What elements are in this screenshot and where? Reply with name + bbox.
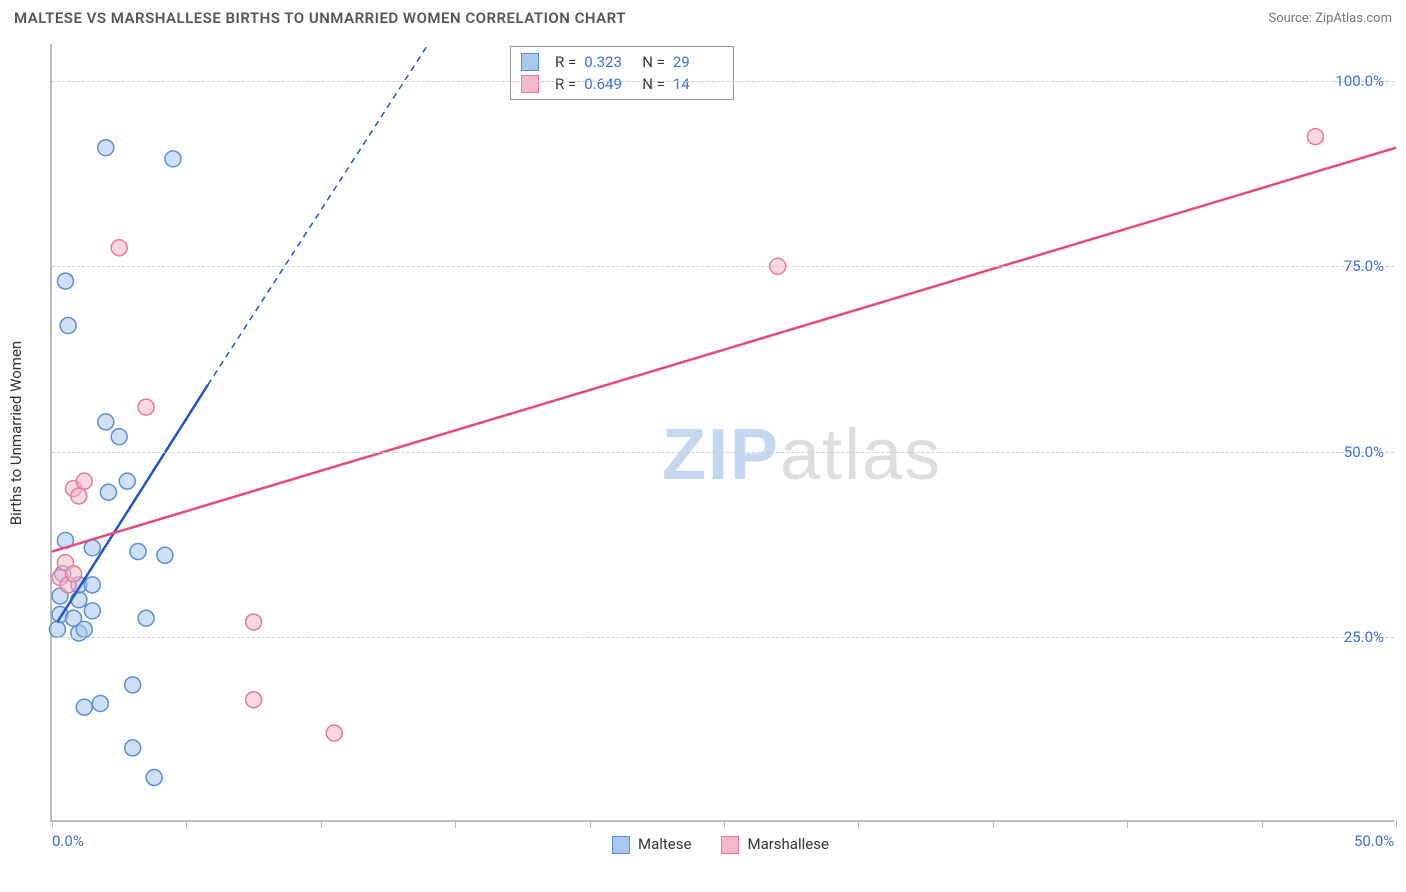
data-point <box>76 621 92 637</box>
swatch-maltese <box>612 836 630 854</box>
grid-line <box>52 266 1394 267</box>
n-value: 14 <box>673 75 723 93</box>
x-tick <box>321 820 322 828</box>
data-point <box>246 692 262 708</box>
x-tick <box>993 820 994 828</box>
stats-legend: R = 0.323 N = 29 R = 0.649 N = 14 <box>510 46 734 100</box>
data-point <box>246 614 262 630</box>
n-value: 29 <box>673 53 723 71</box>
title-bar: MALTESE VS MARSHALLESE BIRTHS TO UNMARRI… <box>0 0 1406 36</box>
swatch-icon <box>521 53 539 71</box>
swatch-icon <box>521 75 539 93</box>
r-value: 0.649 <box>584 75 634 93</box>
legend-item-marshallese: Marshallese <box>721 835 828 854</box>
data-point <box>98 140 114 156</box>
data-point <box>146 770 162 786</box>
data-point <box>125 740 141 756</box>
data-point <box>98 414 114 430</box>
r-label: R = <box>555 53 576 71</box>
data-point <box>49 621 65 637</box>
source-label: Source: ZipAtlas.com <box>1268 11 1392 26</box>
data-point <box>125 677 141 693</box>
data-point <box>84 577 100 593</box>
data-point <box>165 151 181 167</box>
data-point <box>138 399 154 415</box>
grid-line <box>52 81 1394 82</box>
x-tick <box>1127 820 1128 828</box>
data-point <box>76 699 92 715</box>
y-tick-label: 50.0% <box>1344 443 1384 461</box>
grid-line <box>52 452 1394 453</box>
data-point <box>326 725 342 741</box>
data-point <box>71 592 87 608</box>
data-point <box>66 566 82 582</box>
trend-line <box>208 44 428 385</box>
x-tick-label: 50.0% <box>1354 832 1394 850</box>
x-tick-label: 0.0% <box>52 832 84 850</box>
data-point <box>130 544 146 560</box>
legend-label-marshallese: Marshallese <box>747 835 828 853</box>
x-tick <box>1396 820 1397 828</box>
data-point <box>71 488 87 504</box>
swatch-marshallese <box>721 836 739 854</box>
chart-container: MALTESE VS MARSHALLESE BIRTHS TO UNMARRI… <box>0 0 1406 892</box>
legend-item-maltese: Maltese <box>612 835 691 854</box>
data-point <box>84 603 100 619</box>
chart-title: MALTESE VS MARSHALLESE BIRTHS TO UNMARRI… <box>14 9 626 27</box>
r-label: R = <box>555 75 576 93</box>
data-point <box>111 429 127 445</box>
x-tick <box>455 820 456 828</box>
n-label: N = <box>642 53 665 71</box>
r-value: 0.323 <box>584 53 634 71</box>
y-tick-label: 25.0% <box>1344 628 1384 646</box>
plot-svg <box>52 44 1396 822</box>
data-point <box>57 273 73 289</box>
data-point <box>157 547 173 563</box>
data-point <box>60 318 76 334</box>
x-tick <box>858 820 859 828</box>
data-point <box>1307 129 1323 145</box>
series-legend: Maltese Marshallese <box>612 835 829 854</box>
grid-line <box>52 637 1394 638</box>
stats-legend-row: R = 0.323 N = 29 <box>521 51 723 73</box>
x-tick <box>1262 820 1263 828</box>
data-point <box>76 473 92 489</box>
stats-legend-row: R = 0.649 N = 14 <box>521 73 723 95</box>
legend-label-maltese: Maltese <box>638 835 691 853</box>
plot-area: ZIPatlas R =0.323N =29R =0.649N =14 Malt… <box>50 44 1394 822</box>
data-point <box>111 240 127 256</box>
x-tick <box>186 820 187 828</box>
y-tick-label: 75.0% <box>1344 257 1384 275</box>
data-point <box>119 473 135 489</box>
data-point <box>92 695 108 711</box>
x-tick <box>724 820 725 828</box>
data-point <box>100 484 116 500</box>
trend-line <box>52 148 1396 552</box>
x-tick <box>590 820 591 828</box>
x-tick <box>52 820 53 828</box>
data-point <box>138 610 154 626</box>
n-label: N = <box>642 75 665 93</box>
y-axis-label: Births to Unmarried Women <box>7 341 25 525</box>
y-tick-label: 100.0% <box>1335 72 1384 90</box>
